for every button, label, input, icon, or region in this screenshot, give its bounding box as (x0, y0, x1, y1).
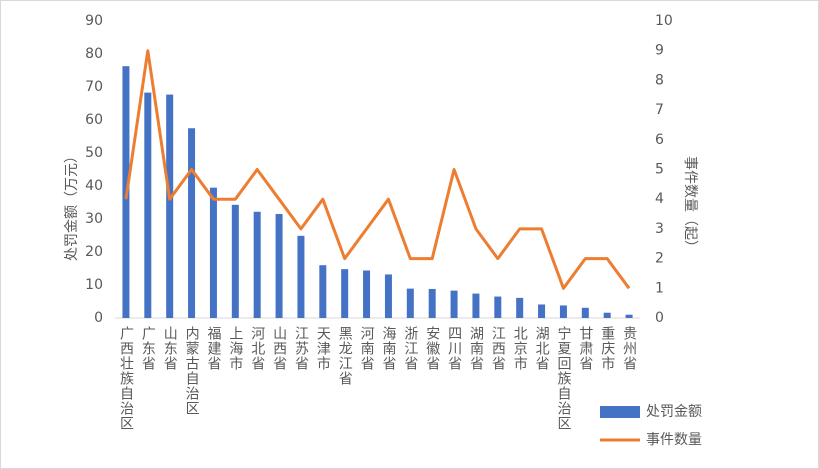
y2-tick-label: 1 (655, 280, 664, 296)
x-tick-label: 河南省 (359, 326, 375, 371)
bar (538, 304, 546, 318)
y-tick-label: 30 (85, 211, 103, 227)
x-tick-label: 江苏省 (293, 326, 309, 371)
x-tick-label: 浙江省 (402, 326, 418, 371)
y2-tick-label: 3 (655, 221, 664, 237)
y-tick-label: 10 (85, 277, 103, 293)
x-tick-label: 甘肃省 (577, 326, 593, 371)
bar (363, 270, 371, 318)
y-tick-label: 80 (85, 46, 103, 62)
bar (188, 128, 196, 318)
bar (341, 269, 349, 318)
y2-tick-label: 7 (655, 102, 664, 118)
x-tick-label: 湖南省 (468, 326, 484, 371)
x-tick-label: 山东省 (162, 326, 178, 371)
x-tick-label: 山西省 (271, 326, 287, 371)
y-tick-label: 60 (85, 112, 103, 128)
bar (450, 290, 458, 318)
y2-tick-label: 0 (655, 310, 664, 326)
x-tick-label: 广西壮族自治区 (118, 326, 134, 431)
x-tick-label: 北京市 (512, 326, 528, 371)
x-tick-label: 四川省 (446, 326, 462, 371)
bar (516, 297, 524, 318)
bar (275, 214, 283, 318)
bar (209, 187, 217, 318)
x-tick-label: 上海市 (227, 326, 243, 371)
y2-tick-label: 9 (655, 43, 664, 59)
x-tick-label: 广东省 (140, 326, 156, 371)
x-tick-label: 福建省 (205, 326, 221, 371)
x-tick-label: 海南省 (380, 326, 396, 371)
bar (319, 265, 327, 318)
x-tick-label: 内蒙古自治区 (184, 326, 200, 416)
bar (559, 305, 567, 318)
bar (231, 204, 239, 318)
line (124, 49, 631, 290)
bar (603, 312, 611, 318)
bar (166, 94, 174, 318)
y2-tick-label: 4 (655, 191, 664, 207)
y2-tick-label: 2 (655, 251, 664, 267)
bar (253, 211, 261, 318)
bar (625, 314, 633, 318)
x-tick-label: 重庆市 (599, 326, 615, 371)
bar (406, 288, 414, 318)
legend-label: 处罚金额 (646, 404, 702, 420)
y-axis-label: 处罚金额（万元） (64, 149, 80, 261)
y-tick-label: 20 (85, 244, 103, 260)
x-tick-label: 黑龙江省 (337, 326, 353, 386)
y2-tick-label: 8 (655, 72, 664, 88)
bar (384, 274, 392, 318)
x-tick-label: 天津市 (315, 326, 331, 371)
y2-tick-label: 5 (655, 162, 664, 178)
bar (428, 288, 436, 318)
y-tick-label: 70 (85, 79, 103, 95)
y-tick-label: 90 (85, 13, 103, 29)
y2-axis-label: 事件数量（起） (682, 156, 698, 254)
x-tick-label: 安徽省 (424, 326, 440, 371)
legend-swatch (600, 406, 640, 418)
x-tick-label: 湖北省 (534, 326, 550, 371)
y-tick-label: 0 (94, 310, 103, 326)
x-tick-label: 宁夏回族自治区 (555, 325, 571, 431)
bar (494, 296, 502, 318)
y2-tick-label: 6 (655, 132, 664, 148)
bar (144, 92, 152, 318)
bar (472, 293, 480, 318)
bar (297, 235, 305, 318)
x-tick-label: 贵州省 (621, 326, 637, 371)
y2-tick-label: 10 (655, 13, 673, 29)
x-tick-label: 江西省 (490, 326, 506, 371)
legend-label: 事件数量 (646, 432, 702, 448)
y-tick-label: 40 (85, 178, 103, 194)
bar (581, 307, 589, 318)
x-tick-label: 河北省 (249, 326, 265, 371)
y-tick-label: 50 (85, 145, 103, 161)
